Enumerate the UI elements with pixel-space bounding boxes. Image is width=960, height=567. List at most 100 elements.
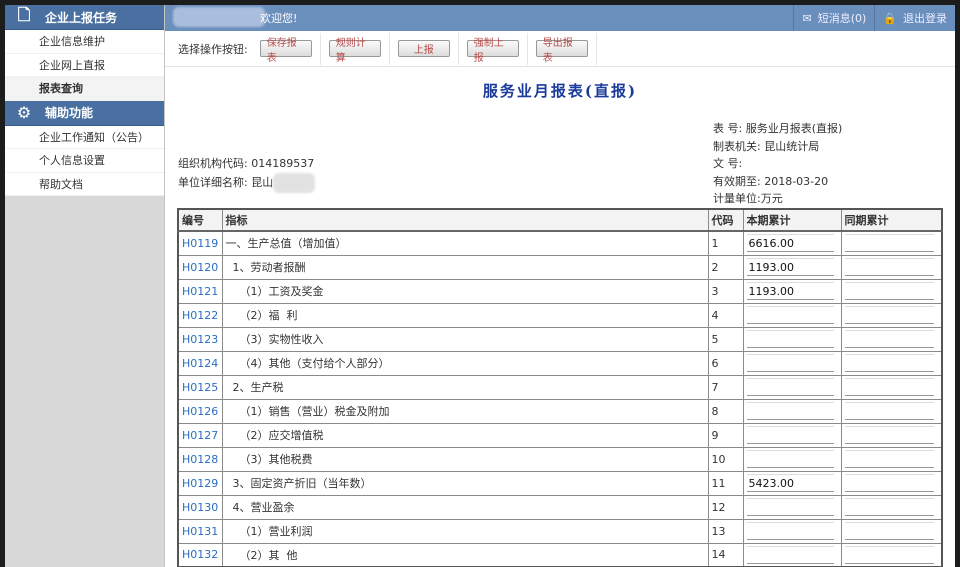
table-row: H0126 （1）销售（营业）税金及附加 8 — [177, 398, 943, 424]
form-no-label: 表 号: — [713, 122, 743, 135]
previous-value-input[interactable] — [844, 450, 935, 468]
issuer-label: 制表机关: — [713, 139, 761, 153]
sidebar-section-report-tasks[interactable]: 🗋 企业上报任务 — [5, 5, 164, 30]
row-id-link[interactable]: H0128 — [177, 446, 223, 472]
row-indicator: 4、营业盈余 — [221, 494, 709, 520]
sidebar-item-company-info[interactable]: 企业信息维护 — [5, 30, 164, 54]
previous-value-input[interactable] — [844, 522, 935, 540]
previous-value-input[interactable] — [844, 354, 935, 372]
logout-label: 退出登录 — [903, 12, 947, 25]
current-value-input[interactable] — [746, 498, 834, 516]
current-value-input[interactable] — [746, 378, 834, 396]
previous-value-input[interactable] — [844, 498, 935, 516]
previous-value-input[interactable] — [844, 234, 935, 253]
previous-value-input[interactable] — [844, 545, 935, 564]
previous-value-input[interactable] — [844, 402, 935, 420]
table-row: H0131 （1）营业利润 13 — [177, 518, 943, 544]
lock-icon: 🔒 — [883, 11, 897, 25]
previous-value-input[interactable] — [844, 258, 935, 276]
gear-icon: ⚙ — [16, 103, 32, 122]
sidebar-section-tools[interactable]: ⚙ 辅助功能 — [5, 100, 164, 126]
row-id-link[interactable]: H0121 — [177, 278, 223, 304]
row-indicator: （1）营业利润 — [221, 518, 709, 544]
table-row: H0127 （2）应交增值税 9 — [177, 422, 943, 448]
row-id-link[interactable]: H0122 — [177, 302, 223, 328]
add-document-icon: 🗋 — [17, 5, 31, 24]
export-report-button[interactable]: 导出报表 — [535, 38, 588, 64]
sidebar-item-online-report[interactable]: 企业网上直报 — [5, 53, 164, 77]
mail-icon: ✉ — [802, 11, 812, 25]
row-id-link[interactable]: H0129 — [177, 470, 223, 496]
valid-until: 2018-03-20 — [764, 174, 829, 188]
messages-button[interactable]: ✉ 短消息(0) — [793, 5, 874, 31]
row-code: 8 — [707, 398, 744, 424]
row-code: 11 — [707, 470, 744, 496]
current-value-input[interactable]: 5423.00 — [746, 474, 834, 492]
current-value-input[interactable]: 6616.00 — [746, 234, 834, 253]
save-report-button[interactable]: 保存报表 — [259, 38, 312, 64]
valid-until-label: 有效期至: — [713, 174, 761, 188]
table-row: H0119 一、生产总值（增加值） 1 6616.00 — [177, 230, 943, 256]
col-header-indicator: 指标 — [221, 208, 709, 232]
row-code: 10 — [707, 446, 744, 472]
current-value-input[interactable] — [746, 545, 834, 564]
section-title: 辅助功能 — [45, 106, 94, 120]
row-code: 5 — [707, 326, 744, 352]
force-submit-button[interactable]: 强制上报 — [466, 38, 519, 64]
table-row: H0129 3、固定资产折旧（当年数） 11 5423.00 — [177, 470, 943, 496]
current-value-input[interactable] — [746, 354, 834, 372]
table-row: H0121 （1）工资及奖金 3 1193.00 — [177, 278, 943, 304]
doc-no-label: 文 号: — [713, 157, 743, 170]
row-id-link[interactable]: H0125 — [177, 374, 223, 400]
row-indicator: （3）实物性收入 — [221, 326, 709, 352]
sidebar-item-help[interactable]: 帮助文档 — [5, 172, 164, 196]
col-header-current: 本期累计 — [742, 208, 842, 232]
row-id-link[interactable]: H0132 — [177, 542, 223, 567]
current-value-input[interactable] — [746, 402, 834, 420]
col-header-code: 代码 — [707, 208, 744, 232]
unit-name-label: 单位详细名称: — [178, 176, 248, 189]
row-id-link[interactable]: H0130 — [177, 494, 223, 520]
current-value-input[interactable]: 1193.00 — [746, 282, 834, 300]
row-indicator: （2）应交增值税 — [221, 422, 709, 448]
sidebar: 🗋 企业上报任务 企业信息维护 企业网上直报 报表查询 ⚙ 辅助功能 企业工作通知（… — [5, 5, 165, 567]
current-value-input[interactable] — [746, 426, 834, 444]
current-value-input[interactable] — [746, 450, 834, 468]
row-indicator: （1）销售（营业）税金及附加 — [221, 398, 709, 424]
row-id-link[interactable]: H0127 — [177, 422, 223, 448]
row-id-link[interactable]: H0124 — [177, 350, 223, 376]
previous-value-input[interactable] — [844, 474, 935, 492]
report-table: 编号 指标 代码 本期累计 同期累计 H0119 一、生产总值（增加值） 1 6… — [177, 208, 943, 567]
row-code: 9 — [707, 422, 744, 448]
sidebar-item-report-query[interactable]: 报表查询 — [5, 77, 164, 101]
previous-value-input[interactable] — [844, 426, 935, 444]
previous-value-input[interactable] — [844, 282, 935, 300]
issuer: 昆山统计局 — [764, 139, 820, 153]
logout-button[interactable]: 🔒 退出登录 — [874, 5, 955, 31]
submit-button[interactable]: 上报 — [397, 40, 450, 57]
row-id-link[interactable]: H0126 — [177, 398, 223, 424]
previous-value-input[interactable] — [844, 330, 935, 348]
top-bar: 欢迎您! ✉ 短消息(0) 🔒 退出登录 — [165, 5, 955, 31]
sidebar-item-personal-settings[interactable]: 个人信息设置 — [5, 149, 164, 173]
current-value-input[interactable] — [746, 522, 834, 540]
row-id-link[interactable]: H0119 — [177, 230, 223, 256]
row-code: 4 — [707, 302, 744, 328]
row-id-link[interactable]: H0131 — [177, 518, 223, 544]
current-value-input[interactable] — [746, 306, 834, 324]
table-row: H0128 （3）其他税费 10 — [177, 446, 943, 472]
section-title: 企业上报任务 — [45, 10, 118, 25]
row-id-link[interactable]: H0123 — [177, 326, 223, 352]
current-value-input[interactable] — [746, 330, 834, 348]
previous-value-input[interactable] — [844, 306, 935, 324]
current-value-input[interactable]: 1193.00 — [746, 258, 834, 276]
sidebar-item-notices[interactable]: 企业工作通知（公告） — [5, 125, 164, 149]
row-indicator: （2）福 利 — [221, 302, 709, 328]
previous-value-input[interactable] — [844, 378, 935, 396]
action-toolbar: 选择操作按钮: 保存报表 规则计算 上报 强制上报 导出报表 — [165, 31, 955, 67]
rule-calc-button[interactable]: 规则计算 — [328, 38, 381, 64]
messages-label: 短消息(0) — [817, 12, 867, 25]
row-id-link[interactable]: H0120 — [177, 254, 223, 280]
row-code: 1 — [707, 230, 744, 256]
table-row: H0120 1、劳动者报酬 2 1193.00 — [177, 254, 943, 280]
